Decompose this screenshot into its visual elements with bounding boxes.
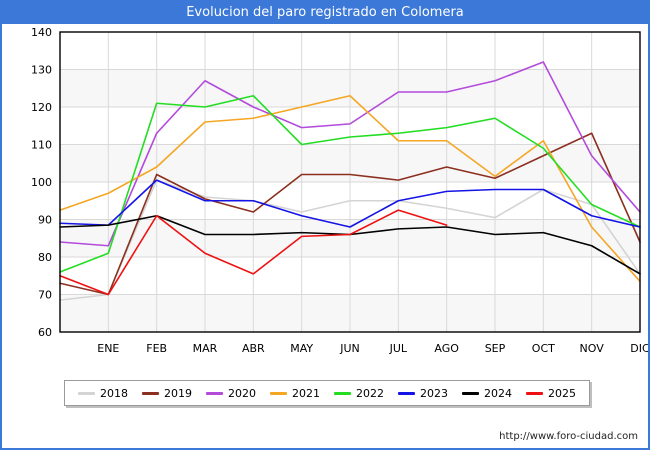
y-axis-tick-label: 100 bbox=[31, 176, 52, 189]
y-axis-tick-label: 120 bbox=[31, 101, 52, 114]
legend-label: 2021 bbox=[292, 386, 320, 400]
legend-item-2019[interactable]: 2019 bbox=[142, 387, 192, 400]
x-axis-ticks: ENE FEB MAR ABR MAY JUN JUL AGO SEP OCT NOV DIC bbox=[97, 342, 648, 355]
legend-item-2021[interactable]: 2021 bbox=[270, 387, 320, 400]
y-axis-tick-label: 110 bbox=[31, 139, 52, 152]
legend-swatch-icon bbox=[334, 391, 351, 395]
legend-swatch-icon bbox=[462, 391, 479, 395]
y-axis-tick-label: 70 bbox=[38, 289, 52, 302]
y-axis-tick-label: 140 bbox=[31, 26, 52, 39]
chart-legend: 2018 2019 2020 2021 2022 2023 2024 2025 bbox=[64, 380, 590, 406]
x-axis-tick-label: JUL bbox=[389, 342, 408, 355]
legend-label: 2019 bbox=[164, 386, 192, 400]
chart-gridlines bbox=[60, 32, 640, 332]
chart-series-group bbox=[59, 61, 641, 301]
plot-border bbox=[59, 31, 641, 333]
x-axis-tick-label: AGO bbox=[434, 342, 459, 355]
legend-swatch-icon bbox=[206, 391, 223, 395]
page-title: Evolucion del paro registrado en Colomer… bbox=[2, 2, 648, 24]
legend-item-2024[interactable]: 2024 bbox=[462, 387, 512, 400]
source-url: http://www.foro-ciudad.com bbox=[499, 431, 638, 442]
series-line-2020 bbox=[59, 61, 641, 247]
x-axis-tick-label: NOV bbox=[580, 342, 605, 355]
legend-swatch-icon bbox=[142, 391, 159, 395]
x-axis-tick-label: JUN bbox=[339, 342, 360, 355]
legend-label: 2018 bbox=[100, 386, 128, 400]
y-axis-ticks: 60 70 80 90 100 110 120 130 140 bbox=[31, 26, 52, 339]
legend-item-2022[interactable]: 2022 bbox=[334, 387, 384, 400]
y-axis-tick-label: 130 bbox=[31, 64, 52, 77]
legend-swatch-icon bbox=[78, 391, 95, 395]
series-line-2025 bbox=[59, 209, 448, 296]
x-axis-tick-label: MAR bbox=[193, 342, 218, 355]
legend-item-2023[interactable]: 2023 bbox=[398, 387, 448, 400]
legend-item-2020[interactable]: 2020 bbox=[206, 387, 256, 400]
x-axis-tick-label: FEB bbox=[146, 342, 167, 355]
x-axis-tick-label: ABR bbox=[242, 342, 265, 355]
legend-label: 2025 bbox=[548, 386, 576, 400]
legend-swatch-icon bbox=[270, 391, 287, 395]
legend-item-2025[interactable]: 2025 bbox=[526, 387, 576, 400]
x-axis-tick-label: OCT bbox=[532, 342, 555, 355]
legend-label: 2022 bbox=[356, 386, 384, 400]
line-chart: 60 70 80 90 100 110 120 130 140 ENE FEB MAR ABR MAY J… bbox=[31, 26, 648, 355]
legend-swatch-icon bbox=[526, 391, 543, 395]
series-line-2021 bbox=[59, 94, 641, 283]
legend-label: 2020 bbox=[228, 386, 256, 400]
y-axis-tick-label: 60 bbox=[38, 326, 52, 339]
legend-swatch-icon bbox=[398, 391, 415, 395]
x-axis-tick-label: DIC bbox=[630, 342, 648, 355]
chart-area: 60 70 80 90 100 110 120 130 140 ENE FEB MAR ABR MAY J… bbox=[2, 24, 648, 448]
x-axis-tick-label: ENE bbox=[97, 342, 119, 355]
x-axis-tick-label: SEP bbox=[485, 342, 506, 355]
y-axis-tick-label: 80 bbox=[38, 251, 52, 264]
series-line-2023 bbox=[59, 179, 641, 228]
y-axis-tick-label: 90 bbox=[38, 214, 52, 227]
legend-item-2018[interactable]: 2018 bbox=[78, 387, 128, 400]
series-line-2019 bbox=[59, 132, 641, 296]
series-line-2022 bbox=[59, 94, 641, 273]
x-axis-tick-label: MAY bbox=[290, 342, 313, 355]
legend-label: 2024 bbox=[484, 386, 512, 400]
legend-label: 2023 bbox=[420, 386, 448, 400]
